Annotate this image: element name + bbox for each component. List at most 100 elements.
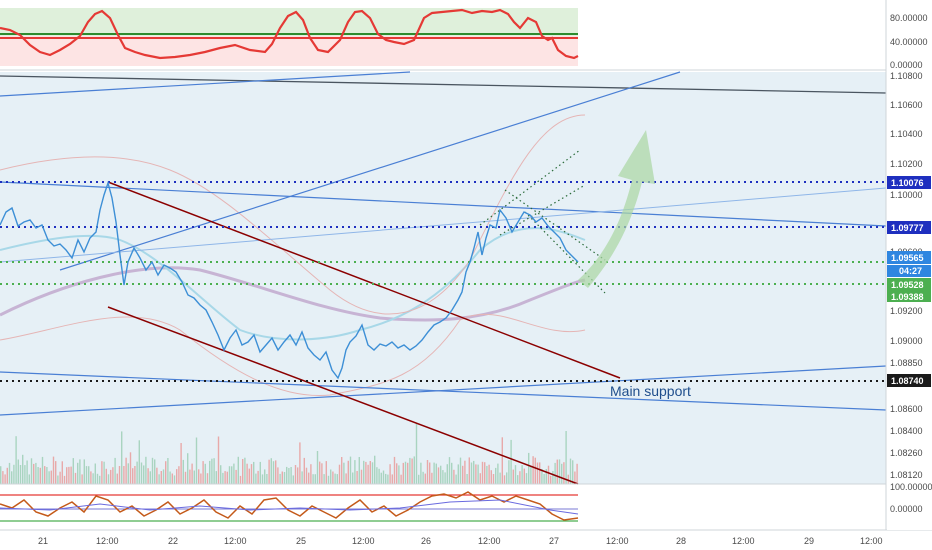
volume-bar	[501, 437, 503, 484]
volume-bar	[275, 460, 277, 484]
volume-bar	[398, 465, 400, 484]
volume-bar	[246, 463, 248, 484]
time-axis[interactable]: 21 12:00 22 12:00 25 12:00 26 12:00 27 1…	[0, 531, 932, 550]
volume-bar	[363, 460, 365, 484]
volume-bar	[314, 474, 316, 484]
volume-bar	[213, 458, 215, 484]
time-axis-label: 12:00	[732, 536, 755, 546]
volume-bar	[281, 471, 283, 484]
volume-bar	[457, 464, 459, 484]
volume-bar	[334, 473, 336, 484]
volume-bar	[332, 471, 334, 484]
time-axis-label: 12:00	[96, 536, 119, 546]
volume-bar	[83, 459, 85, 484]
volume-bar	[347, 460, 349, 484]
volume-bar	[429, 462, 431, 484]
volume-bar	[224, 471, 226, 484]
volume-bar	[99, 475, 101, 484]
volume-bar	[411, 458, 413, 484]
volume-bar	[242, 459, 244, 484]
volume-bar	[123, 466, 125, 484]
volume-bar	[235, 469, 237, 484]
volume-bar	[356, 471, 358, 484]
volume-bar	[198, 469, 200, 484]
volume-bar	[466, 474, 468, 484]
price-tag-countdown: 04:27	[887, 265, 931, 277]
volume-bar	[6, 467, 8, 484]
volume-bar	[237, 456, 239, 484]
volume-bar	[145, 456, 147, 484]
volume-bar	[407, 462, 409, 484]
volume-bar	[184, 471, 187, 484]
volume-bar	[127, 463, 129, 484]
volume-bar	[367, 464, 369, 484]
volume-bar	[343, 462, 345, 484]
volume-bars	[0, 423, 578, 484]
volume-bar	[202, 461, 204, 484]
volume-bar	[539, 462, 541, 484]
volume-bar	[176, 469, 178, 484]
volume-bar	[563, 462, 565, 484]
volume-bar	[110, 469, 112, 484]
volume-bar	[200, 473, 202, 484]
volume-bar	[517, 475, 519, 484]
volume-bar	[272, 461, 275, 484]
svg-text:04:27: 04:27	[899, 266, 922, 276]
volume-bar	[345, 473, 347, 484]
volume-bar	[206, 473, 209, 484]
volume-bar	[165, 461, 167, 484]
volume-bar	[426, 460, 429, 484]
volume-bar	[413, 456, 415, 484]
volume-bar	[506, 472, 508, 484]
price-axis-label: 1.08120	[890, 470, 923, 480]
volume-bar	[63, 475, 66, 484]
volume-bar	[484, 462, 486, 484]
volume-bar	[59, 471, 61, 484]
volume-bar	[121, 431, 123, 484]
volume-bar	[444, 472, 446, 484]
volume-bar	[409, 457, 411, 484]
volume-bar	[387, 474, 389, 484]
volume-bar	[37, 467, 39, 484]
volume-bar	[266, 474, 268, 484]
volume-bar	[138, 440, 140, 484]
volume-bar	[154, 459, 156, 484]
volume-bar	[11, 471, 13, 484]
volume-bar	[13, 464, 15, 484]
volume-bar	[77, 462, 79, 484]
price-axis-label: 1.10000	[890, 190, 923, 200]
volume-bar	[288, 468, 290, 484]
volume-bar	[173, 475, 176, 484]
volume-bar	[61, 461, 63, 484]
top-axis-label: 40.00000	[890, 37, 928, 47]
volume-bar	[28, 474, 30, 484]
volume-bar	[321, 463, 323, 484]
volume-bar	[195, 437, 198, 484]
volume-bar	[48, 471, 50, 484]
volume-bar	[378, 468, 380, 484]
volume-bar	[567, 474, 569, 484]
price-tag-level-1: 1.10076	[887, 176, 931, 189]
volume-bar	[369, 461, 371, 484]
price-axis-label: 1.08260	[890, 448, 923, 458]
price-line	[0, 180, 579, 380]
volume-bar	[105, 468, 107, 484]
volume-bar	[180, 443, 182, 484]
volume-bar	[435, 463, 437, 484]
volume-bar	[68, 466, 70, 484]
trend-lines	[0, 71, 887, 416]
volume-bar	[250, 464, 253, 484]
volume-bar	[396, 463, 398, 484]
volume-bar	[270, 458, 272, 484]
time-axis-label: 25	[296, 536, 306, 546]
volume-bar	[39, 467, 41, 484]
volume-bar	[171, 473, 173, 484]
time-axis-label: 26	[421, 536, 431, 546]
volume-bar	[118, 466, 121, 484]
volume-bar	[389, 464, 391, 484]
volume-bar	[497, 463, 499, 484]
price-tag-level-4: 1.09388	[887, 290, 931, 302]
price-axis[interactable]: 80.00000 40.00000 0.00000 1.10800 1.1060…	[887, 0, 932, 530]
moving-averages	[0, 114, 586, 397]
